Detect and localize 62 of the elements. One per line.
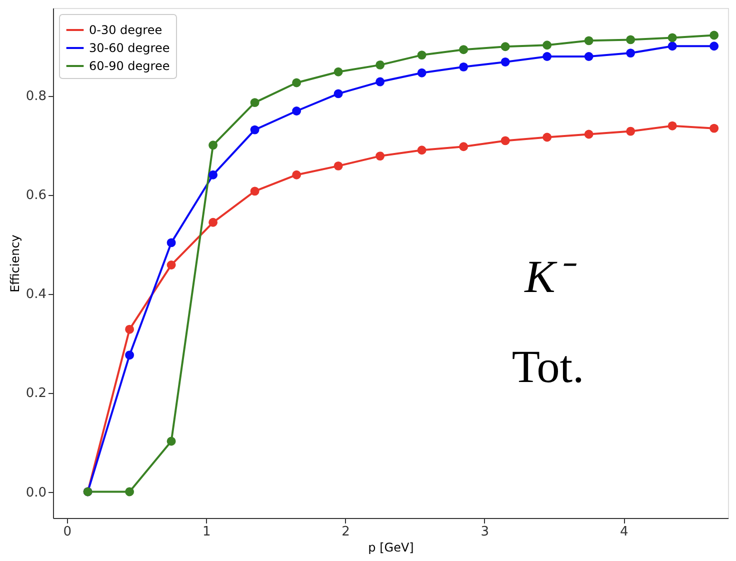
- x-tick-label: 2: [342, 524, 350, 540]
- point: [626, 126, 636, 136]
- y-tick-label: 0.4: [26, 287, 46, 302]
- x-tick-label: 1: [202, 524, 211, 540]
- point: [334, 161, 343, 170]
- point: [710, 30, 719, 40]
- point: [584, 36, 594, 46]
- point: [626, 48, 636, 58]
- annotation: Tot.: [512, 341, 584, 392]
- point: [208, 218, 218, 227]
- x-tick-label: 3: [480, 524, 490, 540]
- x-tick-label: 0: [63, 524, 72, 540]
- point: [250, 98, 260, 108]
- point: [542, 52, 552, 61]
- point: [125, 487, 134, 496]
- legend-label: 30-60 degree: [89, 41, 170, 55]
- point: [125, 324, 134, 334]
- point: [125, 350, 134, 360]
- point: [417, 68, 426, 78]
- y-tick-label: 0.8: [26, 89, 46, 104]
- point: [334, 67, 343, 76]
- point: [584, 52, 594, 61]
- x-axis-title: p [GeV]: [368, 540, 414, 554]
- point: [250, 125, 260, 134]
- point: [376, 77, 385, 86]
- point: [500, 42, 510, 52]
- y-axis-title: Efficiency: [8, 234, 22, 292]
- point: [710, 42, 719, 51]
- point: [668, 42, 677, 51]
- point: [626, 35, 636, 44]
- point: [166, 436, 176, 446]
- point: [376, 152, 385, 161]
- point: [668, 33, 677, 42]
- point: [292, 170, 302, 180]
- legend-label: 60-90 degree: [89, 59, 170, 73]
- point: [459, 45, 468, 54]
- point: [668, 121, 677, 130]
- point: [417, 146, 426, 155]
- x-tick-label: 4: [620, 524, 628, 540]
- point: [542, 40, 552, 50]
- point: [710, 124, 719, 133]
- point: [334, 89, 343, 98]
- point: [166, 238, 176, 248]
- y-tick-label: 0.6: [26, 188, 46, 204]
- point: [166, 260, 176, 270]
- y-tick-label: 0.2: [26, 386, 46, 402]
- annotation: K⁻: [524, 251, 578, 302]
- point: [208, 170, 218, 180]
- point: [500, 136, 510, 146]
- point: [542, 132, 552, 142]
- point: [459, 62, 468, 72]
- point: [459, 142, 468, 152]
- point: [208, 140, 218, 150]
- point: [584, 130, 594, 139]
- y-tick-label: 0.0: [26, 485, 46, 500]
- point: [417, 50, 426, 60]
- legend-label: 0-30 degree: [89, 23, 162, 37]
- point: [250, 186, 260, 196]
- point: [292, 78, 302, 88]
- point: [292, 106, 302, 116]
- point: [500, 58, 510, 66]
- point: [376, 60, 385, 70]
